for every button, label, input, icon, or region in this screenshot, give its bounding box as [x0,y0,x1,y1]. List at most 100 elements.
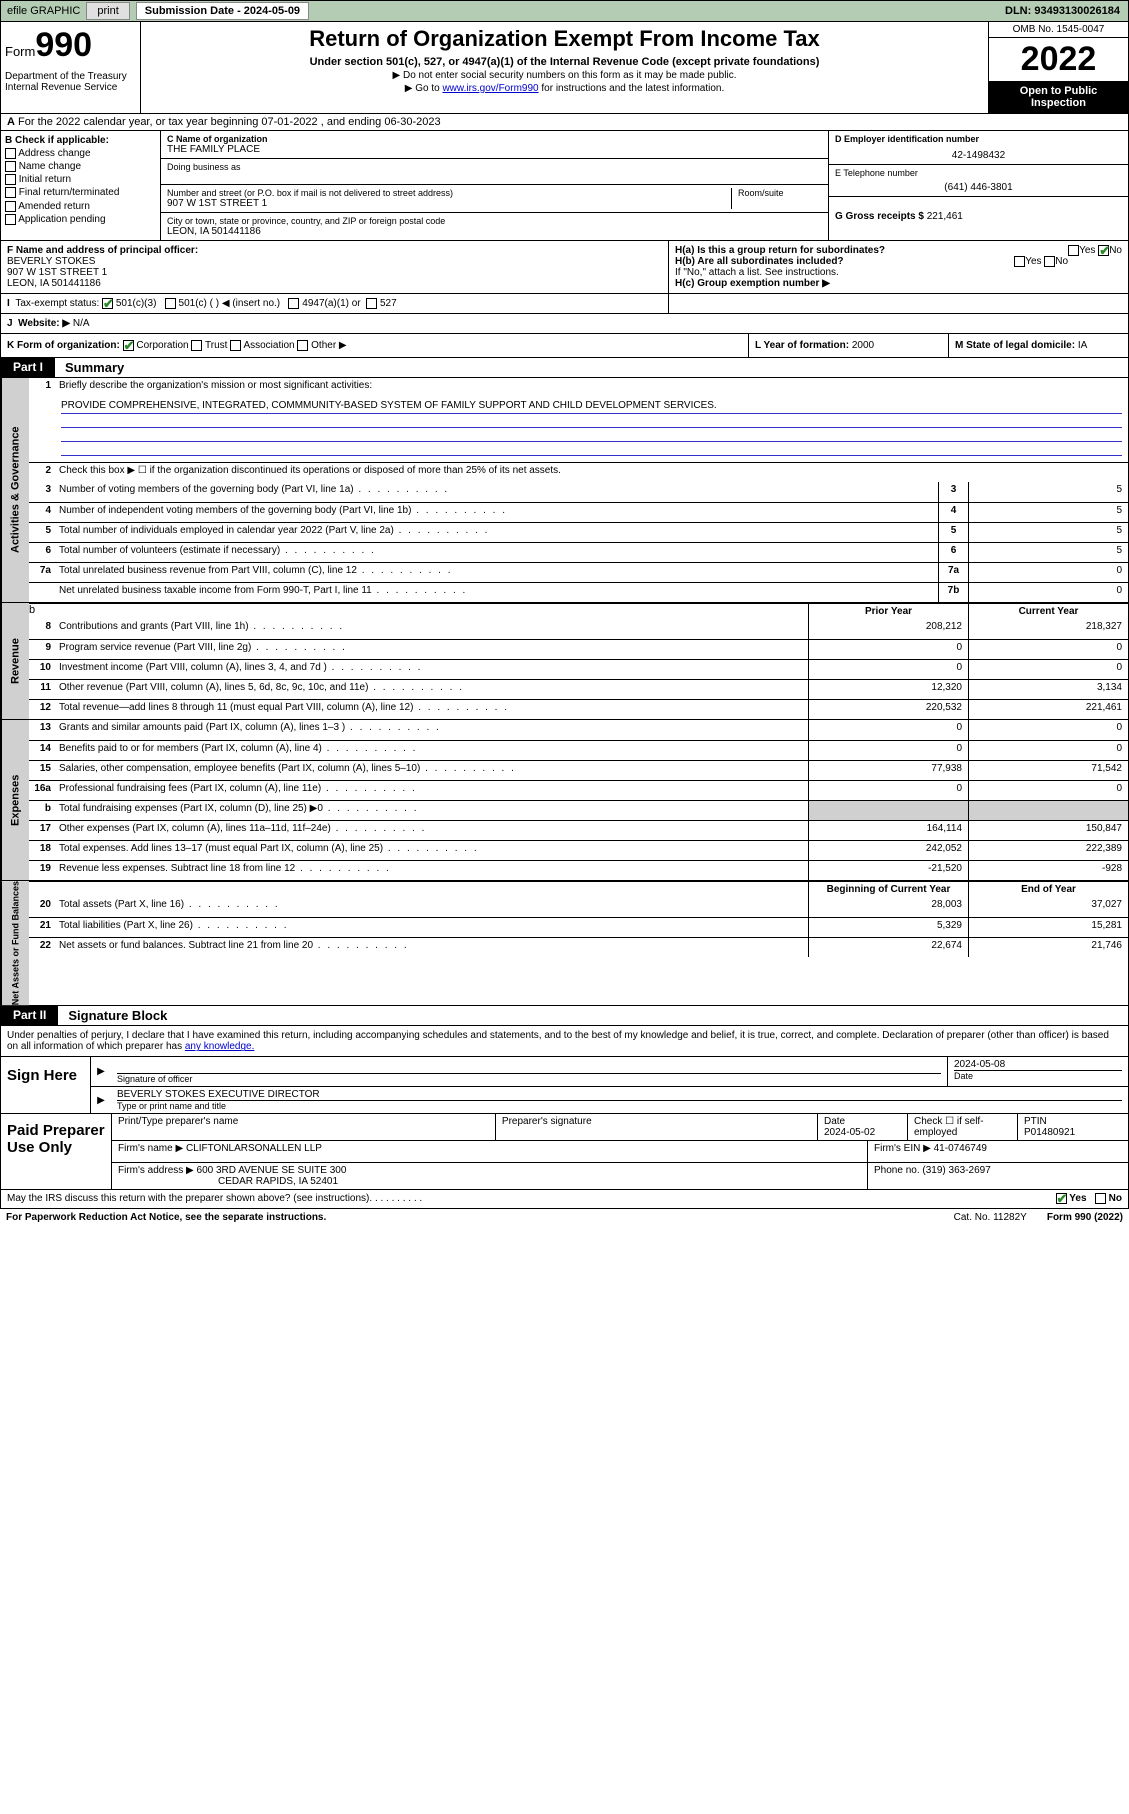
telephone-value: (641) 446-3801 [835,178,1122,193]
cat-number: Cat. No. 11282Y [954,1212,1027,1223]
officer-name: BEVERLY STOKES [7,256,95,267]
discuss-footer: May the IRS discuss this return with the… [0,1190,1129,1208]
signature-arrow-icon: ▶ [91,1057,111,1086]
table-row: 12Total revenue—add lines 8 through 11 (… [29,699,1128,719]
row-k: K Form of organization: Corporation Trus… [0,334,1129,358]
chk-final-return[interactable]: Final return/terminated [5,187,156,198]
entity-grid: B Check if applicable: Address change Na… [0,131,1129,241]
tax-year: 2022 [989,38,1128,81]
dept-label: Department of the Treasury Internal Reve… [5,71,136,93]
table-row: bTotal fundraising expenses (Part IX, co… [29,800,1128,820]
chk-address-change[interactable]: Address change [5,148,156,159]
table-row: 5Total number of individuals employed in… [29,522,1128,542]
chk-application-pending[interactable]: Application pending [5,214,156,225]
chk-amended[interactable]: Amended return [5,201,156,212]
form-subtitle: Under section 501(c), 527, or 4947(a)(1)… [149,56,980,68]
sign-here-label: Sign Here [1,1057,91,1113]
paperwork-footer: For Paperwork Reduction Act Notice, see … [0,1209,1129,1226]
org-name-cell: C Name of organization THE FAMILY PLACE [161,131,828,159]
row-j-website: J Website: ▶ N/A [0,314,1129,334]
table-row: 17Other expenses (Part IX, column (A), l… [29,820,1128,840]
chk-hb-no[interactable] [1044,256,1055,267]
table-row: 8Contributions and grants (Part VIII, li… [29,619,1128,639]
paid-preparer-block: Paid Preparer Use Only Print/Type prepar… [1,1113,1128,1189]
name-arrow-icon: ▶ [91,1087,111,1113]
chk-other[interactable] [297,340,308,351]
chk-association[interactable] [230,340,241,351]
row-f-h: F Name and address of principal officer:… [0,241,1129,294]
section-expenses: Expenses 13Grants and similar amounts pa… [0,720,1129,881]
table-row: 6Total number of volunteers (estimate if… [29,542,1128,562]
table-row: 3Number of voting members of the governi… [29,482,1128,502]
firm-phone: (319) 363-2697 [922,1165,990,1176]
form-title: Return of Organization Exempt From Incom… [149,26,980,52]
table-row: Net unrelated business taxable income fr… [29,582,1128,602]
instruction-line-1: ▶ Do not enter social security numbers o… [149,70,980,81]
table-row: 4Number of independent voting members of… [29,502,1128,522]
table-row: 18Total expenses. Add lines 13–17 (must … [29,840,1128,860]
address-cell: Number and street (or P.O. box if mail i… [161,185,828,213]
city-state-zip: LEON, IA 501441186 [167,226,822,237]
any-knowledge-link[interactable]: any knowledge. [185,1041,255,1052]
hdr-current-year: Current Year [968,604,1128,619]
year-formation: 2000 [852,340,874,351]
signature-date: 2024-05-08 [954,1059,1122,1070]
chk-name-change[interactable]: Name change [5,161,156,172]
signature-block: Under penalties of perjury, I declare th… [0,1026,1129,1190]
form-number: Form990 [5,26,136,65]
top-bar: efile GRAPHIC print Submission Date - 20… [0,0,1129,22]
chk-501c[interactable] [165,298,176,309]
chk-initial-return[interactable]: Initial return [5,174,156,185]
state-domicile: IA [1078,340,1087,351]
chk-hb-yes[interactable] [1014,256,1025,267]
chk-501c3[interactable] [102,298,113,309]
omb-number: OMB No. 1545-0047 [989,22,1128,38]
perjury-statement: Under penalties of perjury, I declare th… [1,1026,1128,1056]
section-net-assets: Net Assets or Fund Balances Beginning of… [0,881,1129,1006]
street-address: 907 W 1ST STREET 1 [167,198,725,209]
row-a-tax-year: A For the 2022 calendar year, or tax yea… [0,114,1129,131]
gross-receipts-cell: G Gross receipts $ 221,461 [829,197,1128,225]
firm-ein: 41-0746749 [934,1143,987,1154]
gross-receipts: 221,461 [927,211,963,222]
table-row: 11Other revenue (Part VIII, column (A), … [29,679,1128,699]
chk-discuss-no[interactable] [1095,1193,1106,1204]
table-row: 7aTotal unrelated business revenue from … [29,562,1128,582]
section-revenue: Revenue b Prior Year Current Year 8Contr… [0,603,1129,720]
ptin-value: P01480921 [1024,1127,1075,1138]
website-value: N/A [73,318,90,329]
chk-527[interactable] [366,298,377,309]
org-name: THE FAMILY PLACE [167,144,822,155]
instruction-line-2: ▶ Go to www.irs.gov/Form990 for instruct… [149,83,980,94]
print-button[interactable]: print [86,2,129,20]
efile-label: efile GRAPHIC [1,5,86,17]
ein-value: 42-1498432 [835,144,1122,161]
chk-ha-yes[interactable] [1068,245,1079,256]
irs-link[interactable]: www.irs.gov/Form990 [442,83,538,94]
city-cell: City or town, state or province, country… [161,213,828,240]
chk-4947[interactable] [288,298,299,309]
form-version: Form 990 (2022) [1047,1212,1123,1223]
table-row: 13Grants and similar amounts paid (Part … [29,720,1128,740]
form-header: Form990 Department of the Treasury Inter… [0,22,1129,114]
dba-cell: Doing business as [161,159,828,185]
part1-header: Part I Summary [0,358,1129,378]
officer-name-title: BEVERLY STOKES EXECUTIVE DIRECTOR [117,1089,1122,1100]
col-b-checkboxes: B Check if applicable: Address change Na… [1,131,161,240]
table-row: 15Salaries, other compensation, employee… [29,760,1128,780]
submission-date: Submission Date - 2024-05-09 [136,2,309,20]
table-row: 19Revenue less expenses. Subtract line 1… [29,860,1128,880]
preparer-date: 2024-05-02 [824,1127,875,1138]
table-row: 14Benefits paid to or for members (Part … [29,740,1128,760]
chk-ha-no[interactable] [1098,245,1109,256]
hdr-beginning-year: Beginning of Current Year [808,882,968,897]
telephone-cell: E Telephone number (641) 446-3801 [829,165,1128,197]
chk-trust[interactable] [191,340,202,351]
firm-name: CLIFTONLARSONALLEN LLP [186,1143,322,1154]
hdr-end-year: End of Year [968,882,1128,897]
chk-corporation[interactable] [123,340,134,351]
chk-discuss-yes[interactable] [1056,1193,1067,1204]
table-row: 10Investment income (Part VIII, column (… [29,659,1128,679]
row-i-tax-status: I Tax-exempt status: 501(c)(3) 501(c) ( … [0,294,1129,314]
firm-address: 600 3RD AVENUE SE SUITE 300 [197,1165,347,1176]
